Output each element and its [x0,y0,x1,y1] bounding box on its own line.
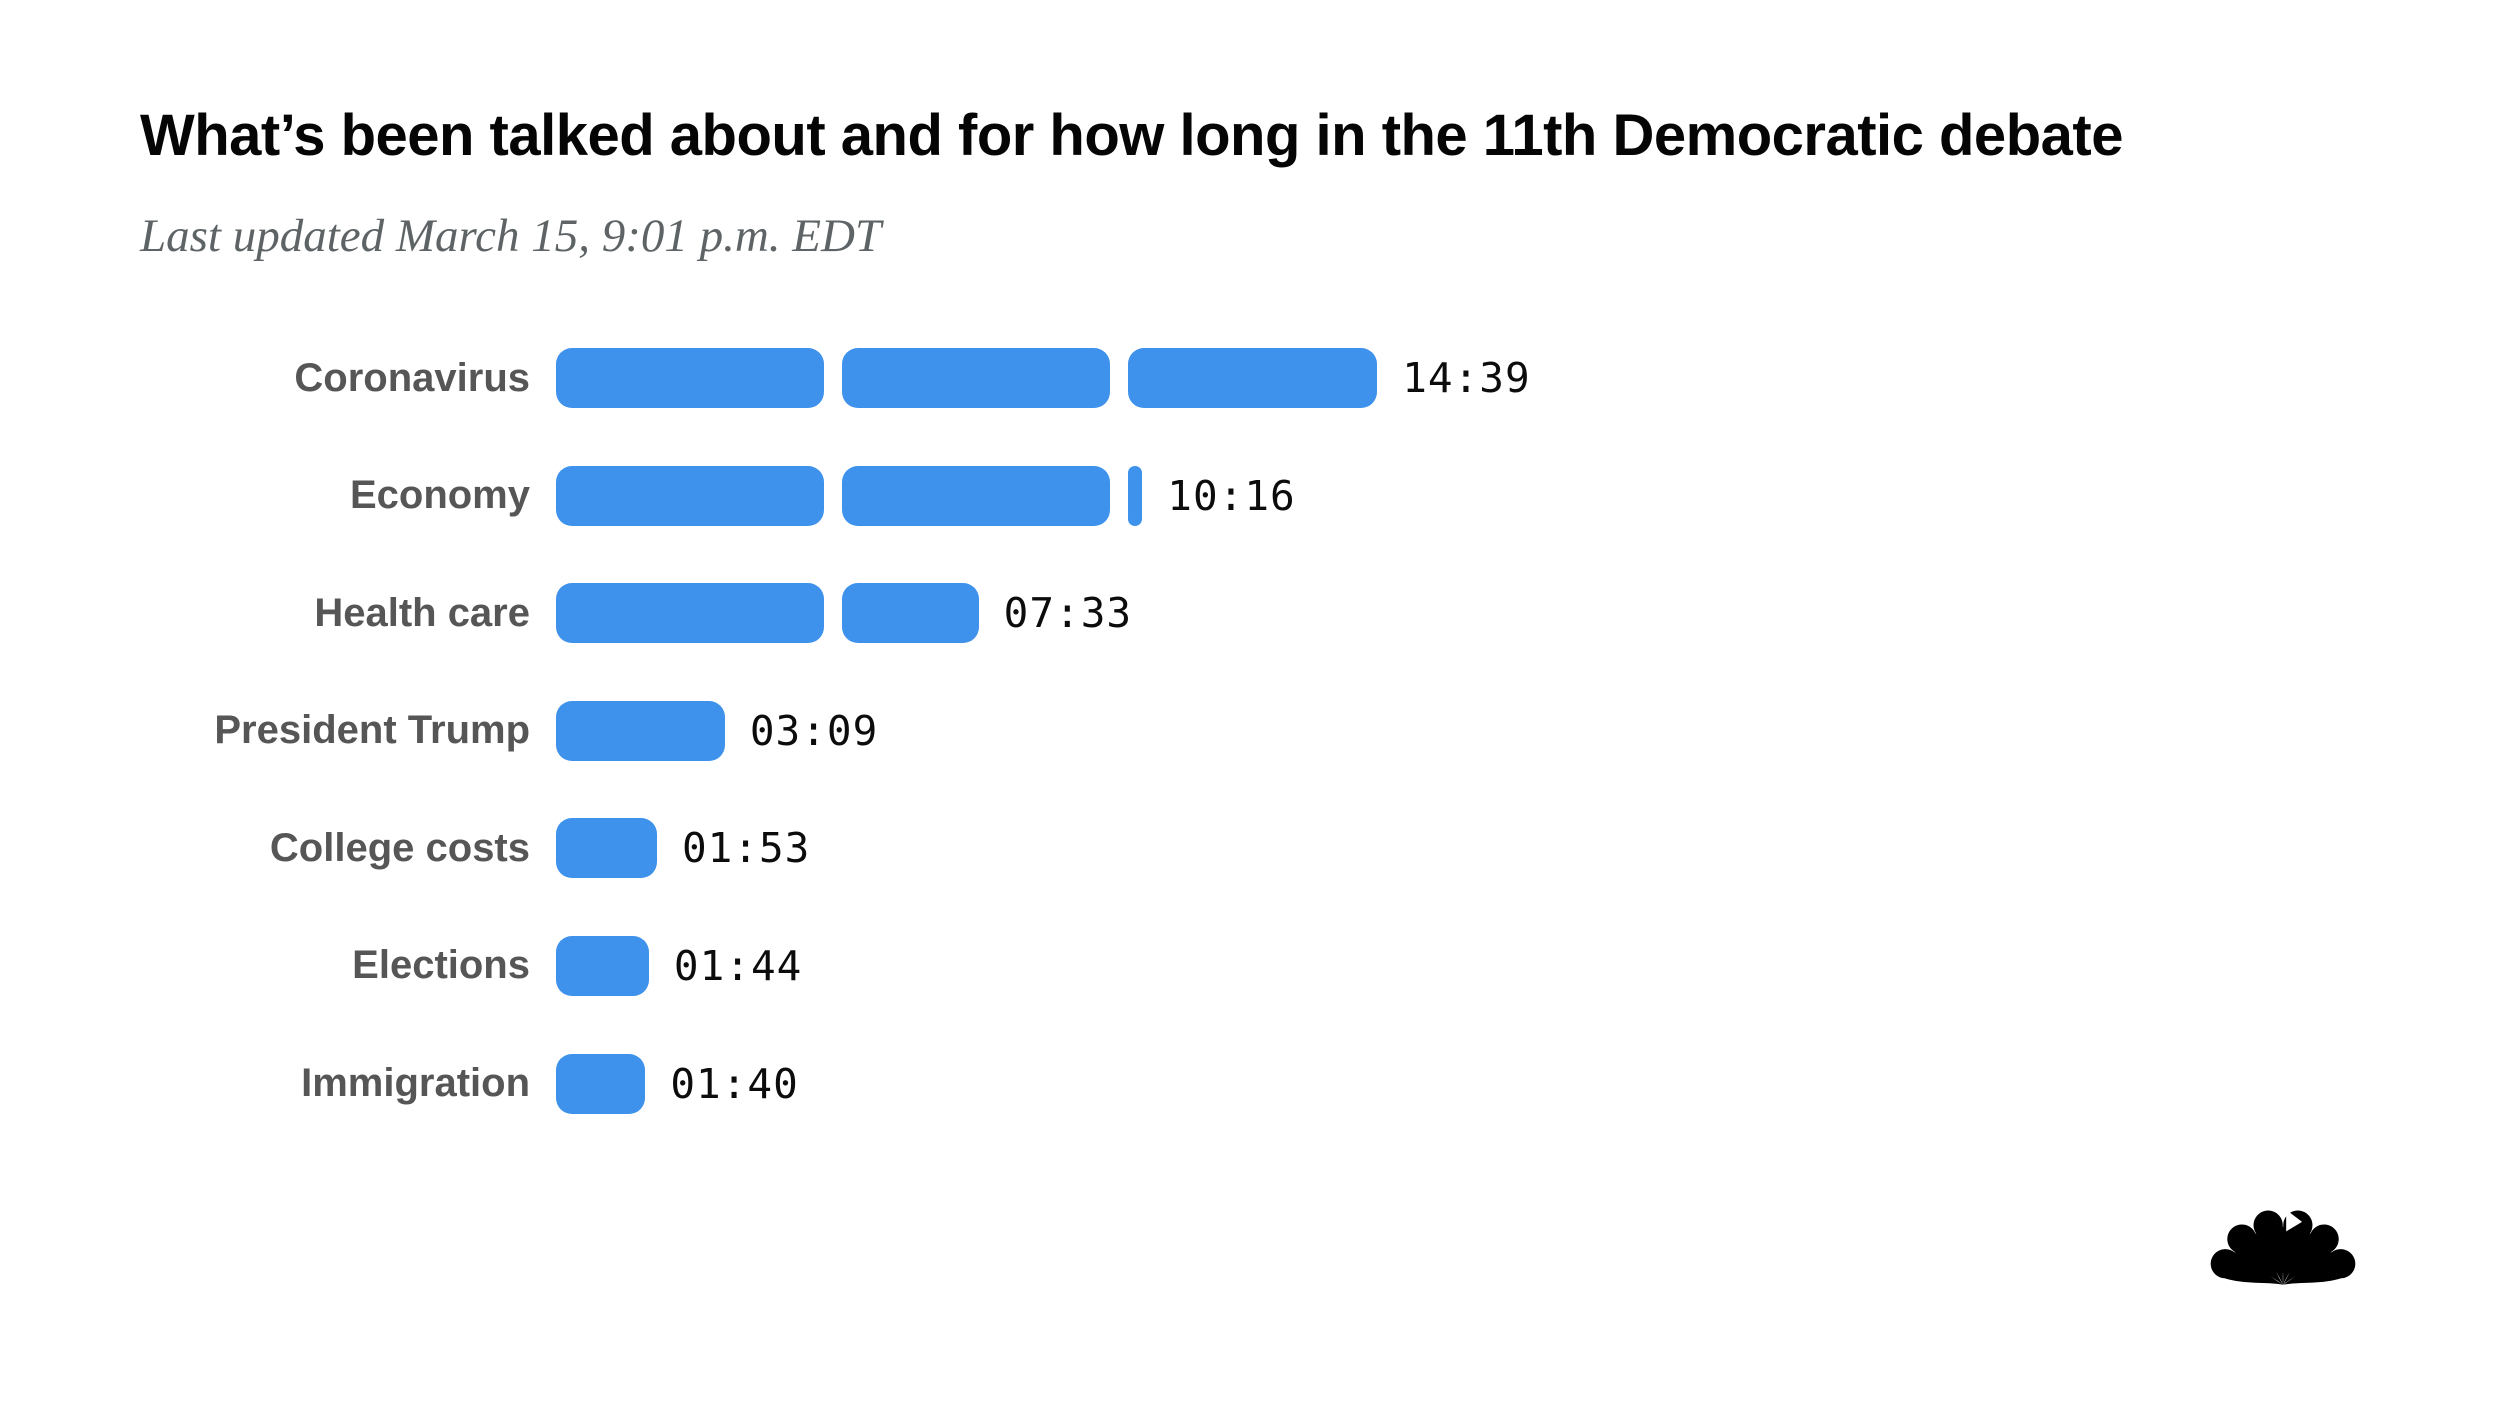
bar-group [556,935,649,996]
category-label: President Trump [214,708,530,753]
category-label: Coronavirus [294,355,530,400]
bar-group [556,818,657,879]
bar-segment [842,583,979,644]
bar-segment [1128,465,1143,526]
nbc-peacock-logo [2208,1207,2358,1286]
chart-row: Health care 07:33 [140,583,1531,644]
bar-segment [556,1053,646,1114]
duration-label: 01:53 [681,824,811,873]
bar-segment [1128,348,1378,408]
chart-row: College costs 01:53 [140,818,1531,879]
duration-label: 14:39 [1402,354,1531,402]
duration-label: 01:44 [673,941,803,990]
bar-segment [556,465,824,526]
chart-title: What’s been talked about and for how lon… [140,103,2123,168]
bar-group [556,583,979,644]
category-label: Elections [352,943,530,988]
duration-label: 03:09 [749,706,879,755]
bar-segment [556,700,725,761]
chart-row: Elections 01:44 [140,935,1531,996]
duration-label: 07:33 [1003,589,1133,638]
bar-group [556,700,725,761]
category-label: College costs [269,825,530,870]
bar-chart: Coronavirus 14:39 Economy 10:16 Health care 0… [140,348,1531,1171]
duration-label: 10:16 [1167,471,1296,520]
chart-subtitle: Last updated March 15, 9:01 p.m. EDT [140,210,882,262]
bar-segment [556,935,649,996]
chart-row: Immigration 01:40 [140,1053,1531,1114]
chart-row: President Trump 03:09 [140,700,1531,761]
bar-segment [842,348,1110,408]
bar-segment [556,583,824,644]
category-label: Economy [349,473,530,518]
bar-segment [556,348,824,408]
bar-segment [556,818,657,879]
peacock-beak [2286,1209,2303,1232]
bar-group [556,465,1143,526]
bar-group [556,348,1378,408]
category-label: Immigration [301,1061,530,1106]
bar-segment [842,465,1110,526]
chart-row: Coronavirus 14:39 [140,348,1531,408]
duration-label: 01:40 [670,1059,799,1108]
bar-group [556,1053,646,1114]
chart-row: Economy 10:16 [140,465,1531,526]
category-label: Health care [314,590,530,635]
